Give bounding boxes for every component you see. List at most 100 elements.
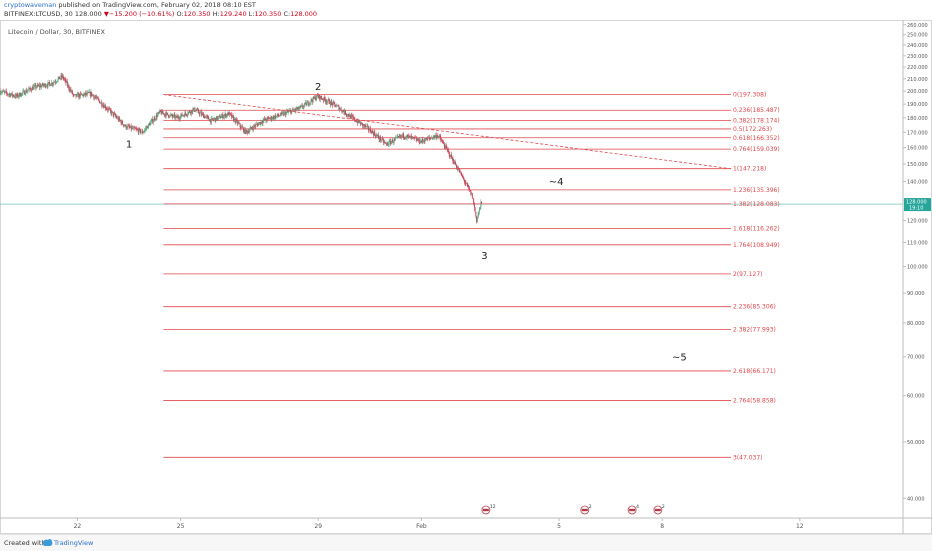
candle-body [242,127,244,129]
candle-body [473,199,475,205]
candle-body [195,110,197,112]
candle-body [246,131,248,133]
author-link[interactable]: cryptowaveman [4,1,57,9]
candle-body [441,141,443,142]
candle-body [226,114,228,116]
candle-body [232,115,234,117]
candle-body [66,81,68,83]
candle-body [74,94,76,96]
candle-body [144,128,146,130]
candle-body [284,112,286,113]
candle-body [417,139,419,141]
candle-body [41,83,43,86]
candle-body [159,110,161,113]
candle-body [404,137,406,139]
candle-body [332,102,334,106]
event-count-label: 12 [490,504,496,510]
candle-body [139,128,141,130]
candle-body [128,125,130,128]
candle-body [370,128,372,132]
candle-body [259,122,261,125]
candle-body [245,130,247,134]
candle-body [436,135,438,138]
candle-body [458,168,460,170]
candle-body [208,119,210,122]
candle-body [202,113,204,115]
y-tick-label: 120.000 [907,218,928,224]
candle-body [84,92,86,96]
candle-body [370,131,372,134]
tradingview-brand[interactable]: TradingView [54,539,94,547]
candle-body [17,93,19,97]
candle-body [74,94,76,95]
candle-body [339,108,341,110]
candle-body [165,112,167,117]
y-tick-label: 180.000 [907,116,928,122]
candle-body [270,116,272,119]
candle-body [334,102,336,105]
candle-body [317,95,319,98]
candle-body [52,83,54,85]
y-tick-label: 90.000 [907,291,925,297]
candle-body [401,135,403,137]
price-chart[interactable]: 0(197.308) 0.236(185.487) 0.382(178.174) 0.… [0,20,932,534]
candle-body [223,115,225,117]
candle-body [157,114,159,118]
candle-body [251,128,253,129]
y-tick-label: 140.000 [907,179,928,185]
candle-body [284,112,286,116]
candle-body [347,114,349,116]
candle-body [331,101,333,103]
candle-body [71,90,73,95]
candle-body [296,107,298,109]
candle-body [154,117,156,120]
candle-body [392,141,394,143]
candle-body [225,114,227,117]
candle-body [81,94,83,96]
candle-body [141,130,143,133]
candle-body [255,124,257,127]
candle-body [197,109,199,111]
candle-body [319,96,321,100]
candle-body [377,135,379,136]
candle-body [99,100,101,104]
candle-body [354,120,356,122]
candle-body [435,135,437,138]
candle-body [366,125,368,127]
candle-body [345,114,347,115]
candle-body [451,157,453,159]
candle-body [201,113,203,115]
candle-body [136,129,138,130]
candle-body [42,83,44,86]
candle-body [465,182,467,184]
candle-body [145,128,147,129]
candle-body [374,132,376,136]
candle-body [28,87,30,90]
candle-body [1,91,3,93]
candle-body [365,124,366,127]
candle-body [123,125,125,127]
candle-body [233,116,235,121]
candle-body [456,167,458,170]
candle-body [328,99,330,101]
candle-body [171,114,173,116]
candle-body [307,101,309,105]
open-label: O: [176,10,184,18]
candle-body [471,193,473,195]
candle-body [224,113,226,116]
candle-body [181,113,183,117]
candle-body [238,122,240,124]
candle-body [432,137,434,139]
candle-body [375,134,377,137]
candle-body [169,114,171,118]
candle-body [396,136,398,138]
candle-body [292,109,294,111]
candle-body [459,171,461,173]
candle-body [77,93,79,98]
candle-body [407,134,409,136]
x-tick-label: 5 [557,523,561,530]
candle-body [324,97,326,100]
candle-body [330,101,332,105]
candle-body [265,118,267,121]
candle-body [143,131,145,133]
